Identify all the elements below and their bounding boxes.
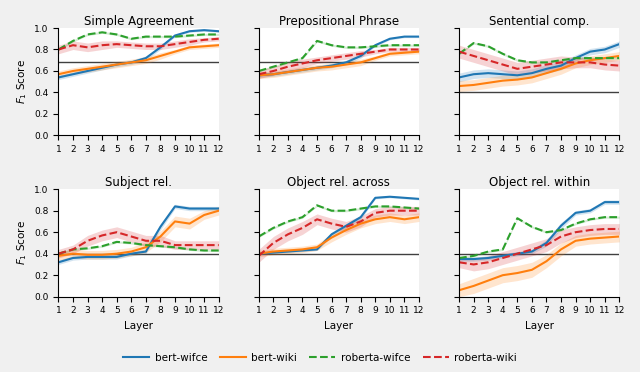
Title: Object rel. across: Object rel. across	[287, 176, 390, 189]
Title: Subject rel.: Subject rel.	[105, 176, 172, 189]
Title: Simple Agreement: Simple Agreement	[84, 15, 193, 28]
Title: Sentential comp.: Sentential comp.	[489, 15, 589, 28]
Y-axis label: $F_1$ Score: $F_1$ Score	[15, 221, 29, 266]
Title: Object rel. within: Object rel. within	[488, 176, 590, 189]
X-axis label: Layer: Layer	[324, 321, 353, 331]
Title: Prepositional Phrase: Prepositional Phrase	[279, 15, 399, 28]
X-axis label: Layer: Layer	[124, 321, 153, 331]
Y-axis label: $F_1$ Score: $F_1$ Score	[15, 59, 29, 104]
X-axis label: Layer: Layer	[525, 321, 554, 331]
Legend: bert-wifce, bert-wiki, roberta-wifce, roberta-wiki: bert-wifce, bert-wiki, roberta-wifce, ro…	[119, 349, 521, 367]
